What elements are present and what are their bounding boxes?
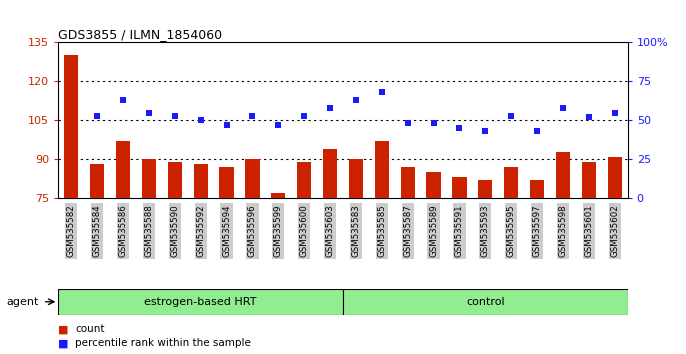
Bar <box>167 162 182 198</box>
Bar <box>530 180 544 198</box>
Bar <box>608 157 622 198</box>
Bar <box>478 180 493 198</box>
Bar <box>452 177 466 198</box>
Bar <box>142 159 156 198</box>
Bar <box>375 141 389 198</box>
Bar <box>323 149 338 198</box>
Text: ■: ■ <box>58 324 69 334</box>
Bar <box>556 152 570 198</box>
Text: count: count <box>75 324 105 334</box>
Text: percentile rank within the sample: percentile rank within the sample <box>75 338 251 348</box>
Bar <box>504 167 519 198</box>
Bar <box>343 289 628 315</box>
Text: agent: agent <box>7 297 39 307</box>
Bar <box>297 162 311 198</box>
Bar <box>427 172 440 198</box>
Bar <box>58 289 343 315</box>
Bar <box>348 159 363 198</box>
Text: estrogen-based HRT: estrogen-based HRT <box>145 297 257 307</box>
Bar <box>401 167 415 198</box>
Bar <box>116 141 130 198</box>
Bar <box>64 56 78 198</box>
Bar <box>90 165 104 198</box>
Text: control: control <box>466 297 505 307</box>
Text: GDS3855 / ILMN_1854060: GDS3855 / ILMN_1854060 <box>58 28 222 41</box>
Bar <box>246 159 259 198</box>
Text: ■: ■ <box>58 338 69 348</box>
Bar <box>271 193 285 198</box>
Bar <box>220 167 234 198</box>
Bar <box>582 162 596 198</box>
Bar <box>193 165 208 198</box>
